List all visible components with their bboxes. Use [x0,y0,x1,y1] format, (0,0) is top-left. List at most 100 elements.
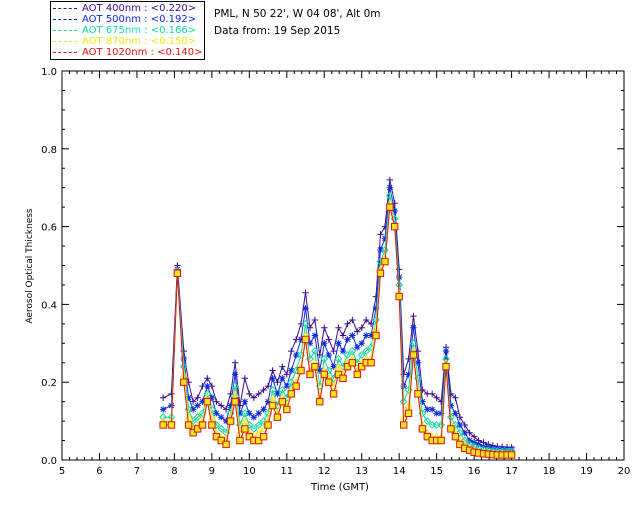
data-point [245,432,254,441]
data-point [255,410,262,417]
data-point [208,394,216,401]
data-point [330,363,337,370]
data-point [222,440,230,449]
x-tick-label: 19 [580,466,593,477]
data-point [213,398,220,405]
data-point [447,402,455,409]
data-point [386,203,394,211]
data-point [325,336,332,343]
data-point [358,324,365,331]
y-axis-label: Aerosol Optical Thickness [25,208,35,324]
data-point [343,351,352,359]
data-point [354,328,361,335]
data-point [409,351,418,359]
plot-area: 5 6 7 8 9 10 11 12 13 14 15 16 17 18 19 20 0.0 0.2 0.4 0.6 0… [41,67,630,477]
x-tick-label: 10 [243,466,256,477]
data-point [396,273,403,281]
data-point [180,378,188,386]
data-point [264,421,272,429]
data-point [185,394,192,401]
y-tick-label: 0.8 [41,145,57,156]
legend-label-675nm: AOT 675nm : <0.166> [82,25,197,36]
data-point [199,398,206,405]
data-point [189,406,197,413]
data-point [254,421,263,429]
data-point [343,362,352,371]
legend-swatch-870nm [53,40,77,42]
data-point [456,440,464,449]
y-tick-label: 0.0 [41,456,57,467]
data-point [287,378,296,387]
data-point [306,340,314,347]
data-point [241,398,249,405]
y-tick-label: 0.6 [41,223,57,234]
data-point [409,339,418,348]
data-point [367,359,375,367]
data-point [410,312,417,320]
data-point [334,370,343,379]
data-point [159,413,168,422]
data-point [344,336,351,343]
data-point [249,424,258,433]
data-point [250,394,258,401]
x-tick-label: 20 [618,466,631,477]
data-point [268,401,277,410]
data-point [159,406,167,413]
x-tick-label: 16 [468,466,481,477]
legend-item-500nm: AOT 500nm : <0.192> [53,14,196,25]
x-tick-label: 7 [134,466,140,477]
site-info: PML, N 50 22', W 04 08', Alt 0m [214,8,381,20]
x-tick-label: 17 [505,466,518,477]
data-point [311,316,319,324]
data-point [461,429,468,436]
data-point [395,292,403,301]
plot-frame [61,70,625,461]
data-point [349,316,356,324]
data-point [268,386,277,394]
data-point [184,421,193,429]
data-point [241,375,249,382]
data-point [167,421,176,429]
data-point [410,324,417,331]
data-point [194,402,201,409]
data-point [423,432,432,441]
data-point [241,425,249,433]
data-point [329,390,338,398]
data-point [231,397,239,406]
data-point [321,324,328,331]
legend-item-400nm: AOT 400nm : <0.220> [53,3,196,14]
data-point [274,379,281,386]
data-point [231,359,239,366]
data-point [193,425,202,433]
data-point [159,394,167,401]
data-point [433,394,440,401]
data-point [414,359,422,366]
y-tick-label: 1.0 [41,67,57,78]
data-point [324,366,333,375]
data-point [358,362,366,371]
data-point [367,332,375,339]
data-point [508,445,515,453]
data-point [306,370,314,379]
data-point [414,347,422,355]
data-point [437,410,445,417]
data-point [301,319,310,328]
data-point [310,347,319,355]
data-point [358,340,365,347]
data-point [354,343,361,351]
data-point [236,436,244,445]
data-point [335,324,342,331]
data-point [316,367,323,374]
data-point [269,375,276,382]
data-point [259,417,268,426]
data-point [189,429,197,437]
x-tick-label: 13 [355,466,368,477]
legend-swatch-1020nm [53,51,77,53]
data-point [292,351,300,359]
series-line-1 [162,187,512,450]
legend-label-400nm: AOT 400nm : <0.220> [82,3,197,14]
legend-swatch-675nm [53,29,77,31]
data-point [330,347,337,355]
data-point [404,409,413,418]
x-tick-label: 15 [430,466,443,477]
